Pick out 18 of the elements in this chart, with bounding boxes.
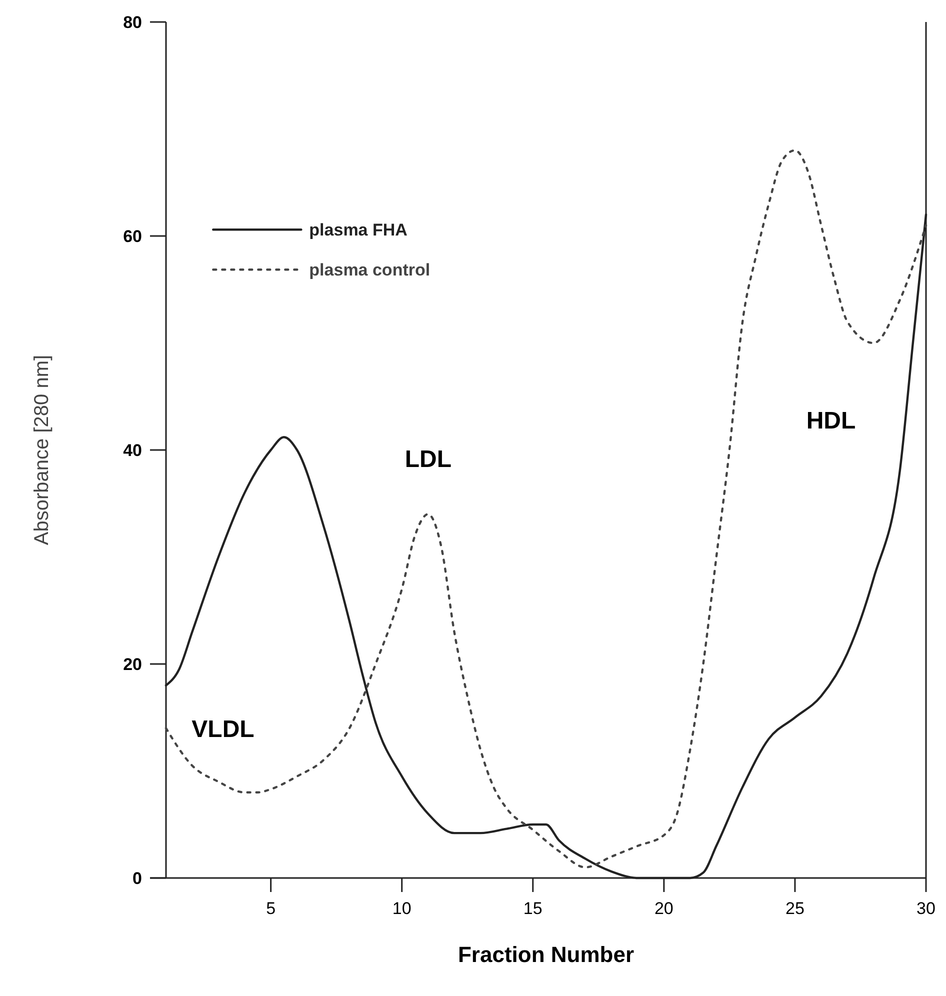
x-tick-label: 20: [654, 899, 674, 918]
y-axis-title: Absorbance [280 nm]: [31, 354, 53, 546]
y-tick-label: 60: [123, 227, 142, 246]
text: plasma FHA: [309, 220, 408, 240]
text: plasma control: [309, 260, 430, 280]
x-tick-label: 10: [392, 899, 412, 918]
x-axis-title: Fraction Number: [458, 942, 634, 967]
x-tick-label: 15: [523, 899, 542, 918]
annotation: LDL: [404, 446, 452, 474]
annotation: HDL: [806, 408, 856, 435]
y-tick-label: 0: [132, 869, 142, 888]
x-tick-label: 5: [266, 899, 276, 918]
y-tick-label: 80: [123, 13, 142, 32]
y-tick-label: 40: [123, 441, 142, 460]
x-tick-label: 25: [786, 899, 804, 918]
y-tick-label: 20: [123, 655, 142, 674]
annotation: VLDL: [192, 716, 254, 743]
x-tick-label: 30: [916, 899, 936, 918]
